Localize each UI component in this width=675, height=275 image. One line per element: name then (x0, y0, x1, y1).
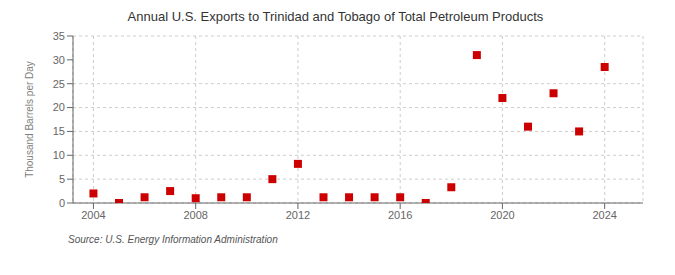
svg-text:2004: 2004 (81, 209, 105, 221)
svg-text:2020: 2020 (490, 209, 514, 221)
svg-text:2024: 2024 (592, 209, 616, 221)
html-text:Source: U.S. Energy Informatio: Source: U.S. Energy Information Administ… (68, 234, 278, 245)
svg-text:30: 30 (53, 54, 65, 66)
svg-text:20: 20 (53, 101, 65, 113)
svg-text:2008: 2008 (183, 209, 207, 221)
svg-text:2016: 2016 (388, 209, 412, 221)
svg-text:0: 0 (59, 197, 65, 209)
svg-text:10: 10 (53, 149, 65, 161)
svg-text:25: 25 (53, 78, 65, 90)
svg-text:2012: 2012 (286, 209, 310, 221)
svg-text:Thousand Barrels per Day: Thousand Barrels per Day (24, 61, 35, 178)
svg-text:15: 15 (53, 125, 65, 137)
html-text:Annual U.S. Exports to Trinida: Annual U.S. Exports to Trinidad and Toba… (127, 9, 544, 24)
svg-text:5: 5 (59, 173, 65, 185)
svg-text:35: 35 (53, 30, 65, 42)
